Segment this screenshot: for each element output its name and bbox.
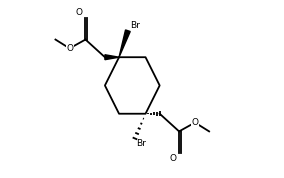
Text: O: O [170,154,176,163]
Text: O: O [66,44,73,53]
Polygon shape [105,55,119,60]
Text: O: O [76,8,83,17]
Text: Br: Br [136,139,146,148]
Polygon shape [119,30,130,57]
Text: O: O [191,118,199,127]
Text: Br: Br [130,21,139,30]
